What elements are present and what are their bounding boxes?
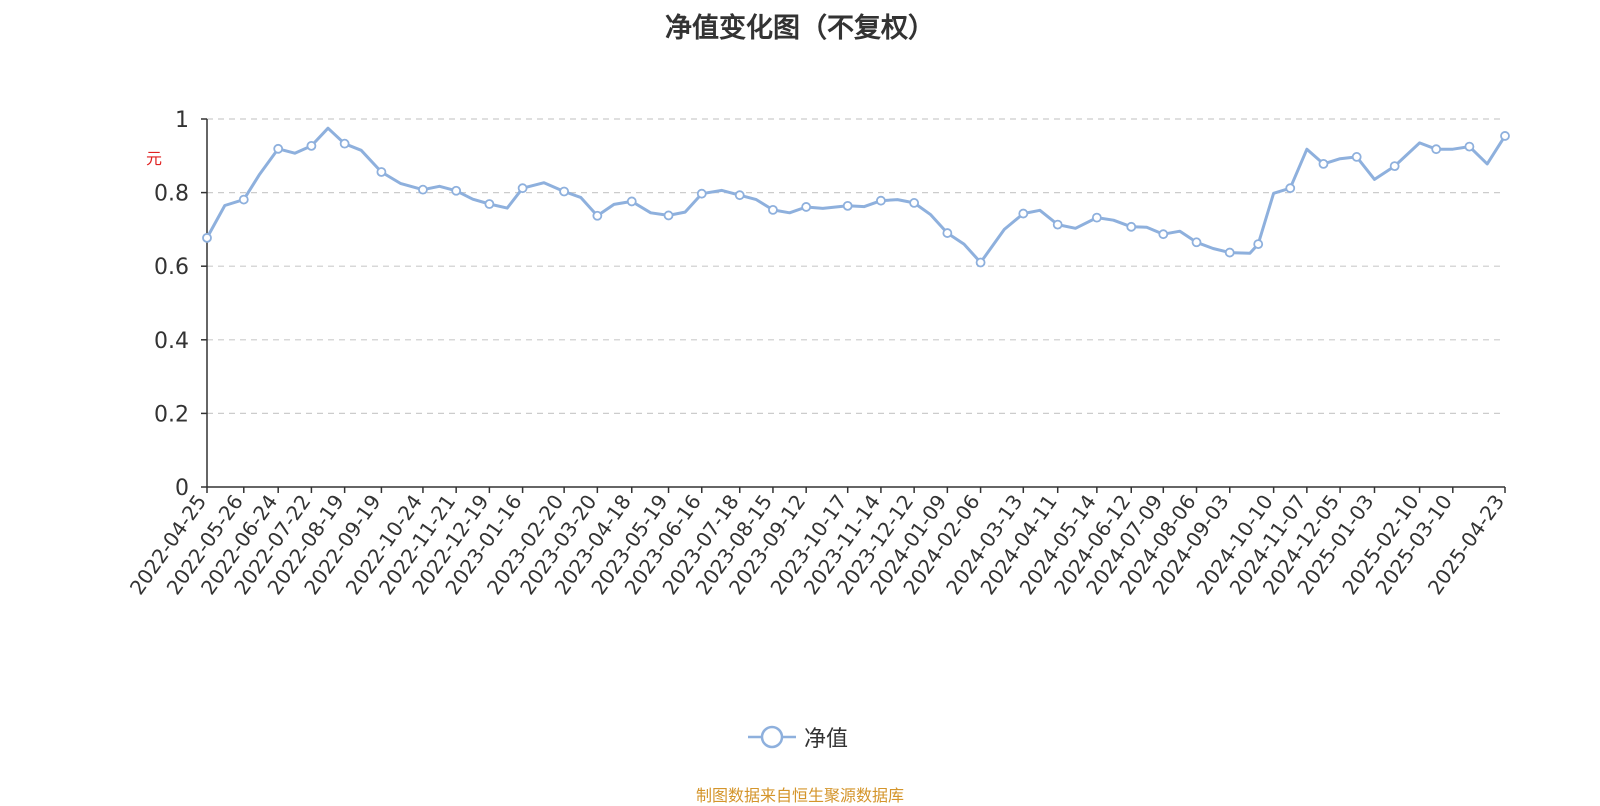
legend-line-icon <box>748 725 796 749</box>
y-tick-label: 0 <box>175 476 189 501</box>
data-point <box>1091 212 1102 223</box>
data-point <box>1285 183 1296 194</box>
data-point <box>1500 131 1510 141</box>
y-tick-label: 0.4 <box>154 329 189 354</box>
data-point <box>1224 247 1235 258</box>
data-point <box>592 210 603 221</box>
data-point <box>202 232 212 243</box>
data-point <box>238 194 249 205</box>
data-point <box>842 200 853 211</box>
data-point <box>376 167 387 177</box>
data-point <box>975 257 986 268</box>
series-layer <box>202 126 1510 268</box>
data-point <box>768 204 778 215</box>
data-point <box>801 202 812 212</box>
data-point <box>1018 208 1029 219</box>
data-point <box>734 190 745 201</box>
data-point <box>1253 239 1264 250</box>
series-line <box>205 126 1507 264</box>
y-axis-unit-label: 元 <box>143 150 162 166</box>
source-note: 制图数据来自恒生聚源数据库 <box>695 786 904 805</box>
grid-lines <box>207 118 1505 414</box>
data-point <box>1052 219 1063 230</box>
data-point <box>1158 229 1169 240</box>
x-tick-labels: 2022-04-252022-05-262022-06-242022-07-22… <box>125 490 1509 599</box>
data-point <box>1389 161 1400 172</box>
data-point <box>1464 141 1475 152</box>
data-point <box>1431 144 1442 155</box>
chart-title: 净值变化图（不复权） <box>665 13 935 44</box>
data-point <box>451 185 462 196</box>
legend[interactable]: 净值 <box>748 722 848 752</box>
data-point <box>942 228 953 238</box>
data-point <box>1351 152 1362 162</box>
data-point <box>418 184 428 195</box>
y-tick-label: 0.8 <box>154 182 189 207</box>
y-tick-label: 1 <box>175 108 189 133</box>
data-point <box>663 210 674 221</box>
data-point <box>909 198 920 208</box>
data-point <box>696 188 707 199</box>
legend-label: 净值 <box>804 727 849 752</box>
data-point <box>273 143 284 154</box>
y-tick-label: 0.6 <box>154 255 189 280</box>
data-point <box>626 196 637 207</box>
data-point <box>559 186 570 197</box>
data-point <box>876 195 886 206</box>
data-point <box>339 138 350 149</box>
data-point <box>484 199 495 209</box>
axes <box>201 118 1506 493</box>
data-point <box>1191 237 1202 248</box>
data-point <box>306 140 317 151</box>
data-point <box>517 183 528 194</box>
data-point <box>1318 158 1329 169</box>
y-tick-labels: 0 0.2 0.4 0.6 0.8 1 <box>154 108 189 501</box>
data-point <box>1126 221 1137 232</box>
y-tick-label: 0.2 <box>154 402 189 427</box>
